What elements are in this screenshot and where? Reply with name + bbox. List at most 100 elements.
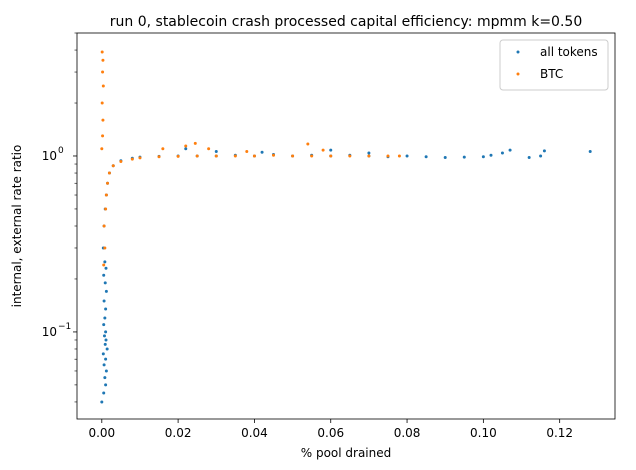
data-point	[310, 154, 314, 158]
data-point	[104, 330, 108, 334]
data-point	[386, 154, 390, 158]
data-point	[207, 147, 211, 151]
data-point	[539, 154, 543, 158]
legend: all tokens BTC	[499, 39, 609, 91]
data-point	[306, 142, 310, 146]
data-point	[100, 147, 104, 151]
data-point	[329, 154, 333, 158]
x-axis-label: % pool drained	[301, 446, 392, 460]
data-point	[101, 118, 105, 122]
legend-label-btc: BTC	[540, 67, 563, 81]
data-point	[214, 150, 218, 154]
y-axis-label: internal, external rate ratio	[10, 145, 24, 308]
series-layer	[100, 50, 592, 404]
data-point	[104, 207, 108, 211]
data-point	[443, 156, 447, 160]
x-tick-label: 0.12	[546, 426, 573, 440]
data-point	[101, 58, 105, 62]
series-btc	[100, 50, 401, 267]
y-tick-label: 10	[42, 325, 57, 339]
data-point	[103, 316, 107, 320]
x-axis: 0.00 0.02 0.04 0.06 0.08 0.10 0.12	[88, 419, 573, 440]
data-point	[405, 154, 409, 158]
data-point	[104, 307, 108, 311]
data-point	[102, 391, 106, 395]
data-point	[106, 181, 110, 185]
data-point	[107, 171, 111, 175]
data-point	[102, 224, 106, 228]
legend-marker-all-tokens	[516, 50, 520, 54]
data-point	[101, 352, 105, 356]
data-point	[397, 154, 401, 158]
data-point	[100, 400, 104, 404]
data-point	[272, 153, 276, 157]
data-point	[161, 147, 165, 151]
legend-label-all-tokens: all tokens	[540, 45, 598, 59]
y-tick-exponent: −1	[58, 322, 71, 332]
data-point	[500, 151, 504, 155]
data-point	[102, 334, 106, 338]
data-point	[348, 154, 352, 158]
x-tick-label: 0.04	[241, 426, 268, 440]
data-point	[138, 156, 142, 160]
data-point	[462, 155, 466, 159]
data-point	[100, 50, 104, 54]
data-point	[102, 299, 106, 303]
data-point	[102, 363, 106, 367]
data-point	[489, 153, 493, 157]
data-point	[119, 160, 123, 164]
x-tick-label: 0.08	[394, 426, 421, 440]
x-tick-label: 0.06	[317, 426, 344, 440]
x-tick-label: 0.10	[470, 426, 497, 440]
data-point	[103, 246, 107, 250]
data-point	[111, 164, 115, 168]
y-tick-label: 10	[42, 149, 57, 163]
legend-marker-btc	[516, 72, 520, 76]
data-point	[184, 144, 188, 148]
data-point	[527, 156, 531, 160]
data-point	[102, 323, 106, 327]
data-point	[100, 101, 104, 105]
data-point	[101, 134, 105, 138]
data-point	[195, 154, 199, 158]
x-tick-label: 0.00	[88, 426, 115, 440]
data-point	[233, 154, 237, 158]
chart-title: run 0, stablecoin crash processed capita…	[110, 14, 582, 30]
data-point	[184, 147, 188, 151]
data-point	[104, 289, 108, 293]
data-point	[130, 157, 134, 161]
data-point	[104, 369, 108, 373]
data-point	[508, 148, 512, 152]
data-point	[157, 155, 161, 159]
data-point	[193, 141, 197, 145]
data-point	[367, 154, 371, 158]
data-point	[176, 154, 180, 158]
data-point	[252, 154, 256, 158]
data-point	[367, 151, 371, 155]
y-tick-exponent: 0	[58, 146, 64, 156]
data-point	[321, 148, 325, 152]
data-point	[424, 155, 428, 159]
data-point	[329, 148, 333, 152]
data-point	[260, 150, 264, 154]
data-point	[103, 376, 107, 380]
x-tick-label: 0.02	[165, 426, 192, 440]
data-point	[101, 84, 105, 88]
data-point	[103, 342, 107, 346]
data-point	[104, 357, 108, 361]
data-point	[291, 154, 295, 158]
data-point	[104, 338, 108, 342]
legend-box	[499, 39, 609, 91]
data-point	[245, 150, 249, 154]
data-point	[542, 149, 546, 153]
data-point	[101, 70, 105, 74]
data-point	[588, 150, 592, 154]
data-point	[104, 383, 108, 387]
data-point	[104, 193, 108, 197]
plot-frame	[76, 32, 616, 420]
data-point	[102, 263, 106, 267]
data-point	[481, 155, 485, 159]
data-point	[103, 281, 107, 285]
